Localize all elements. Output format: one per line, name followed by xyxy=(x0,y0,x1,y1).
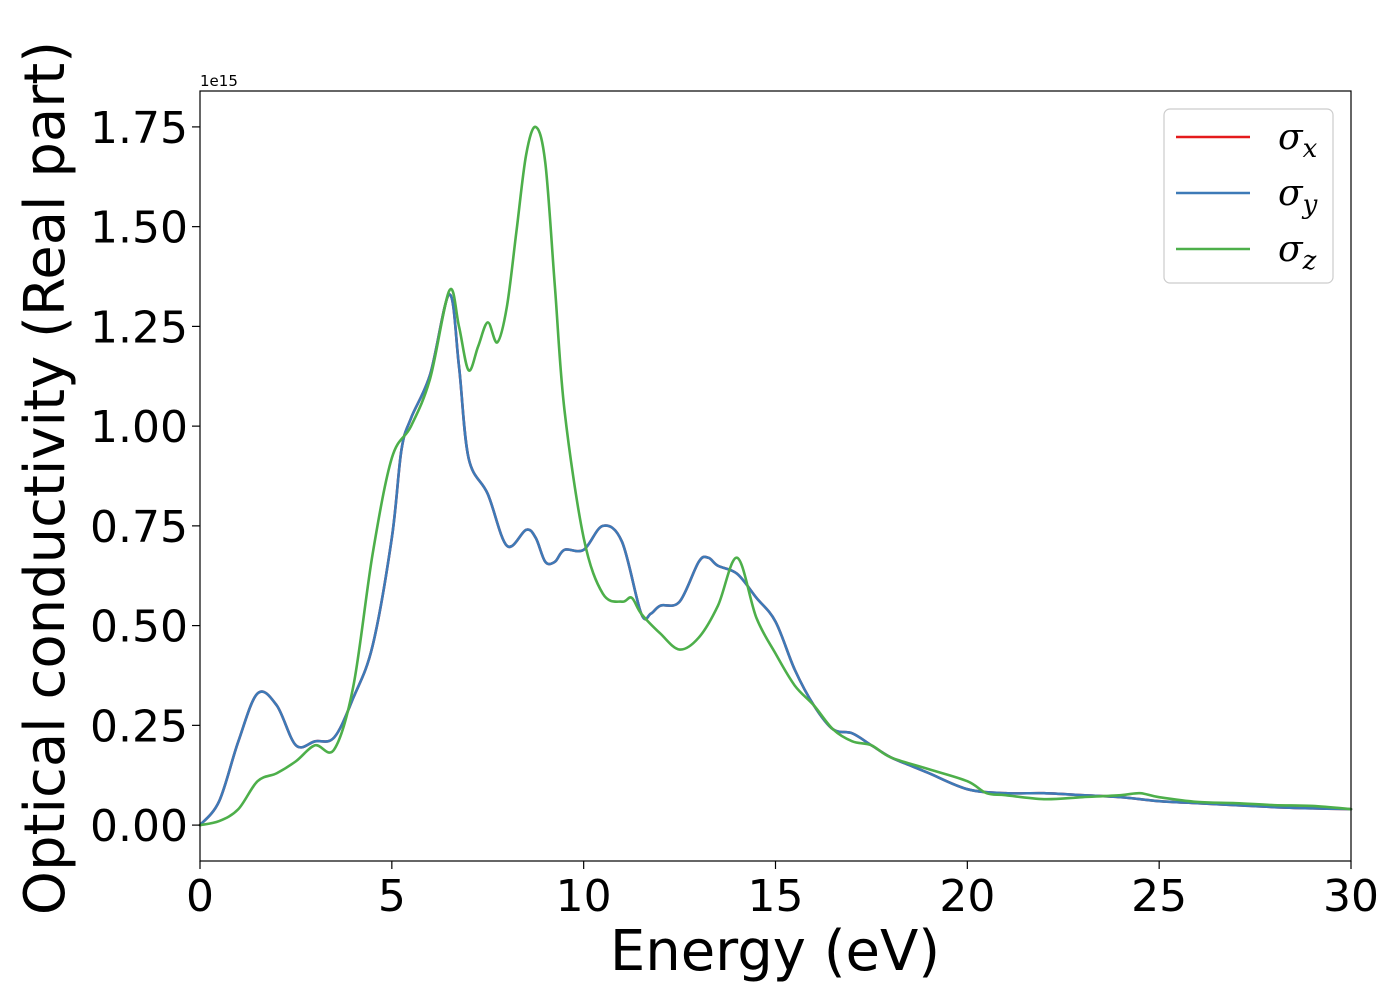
legend-subscript: z xyxy=(1302,246,1317,276)
legend-subscript: y xyxy=(1302,190,1318,220)
x-tick-label: 10 xyxy=(556,871,612,922)
y-tick-label: 1.50 xyxy=(90,203,188,254)
legend-label-y: σy xyxy=(1278,173,1318,220)
legend-subscript: x xyxy=(1303,134,1318,164)
legend-symbol: σ xyxy=(1278,173,1304,214)
y-tick-label: 0.25 xyxy=(90,701,188,752)
legend-symbol: σ xyxy=(1278,229,1304,270)
y-axis-label: Optical conductivity (Real part) xyxy=(13,41,78,915)
x-tick-label: 15 xyxy=(748,871,804,922)
y-tick-label: 0.75 xyxy=(90,502,188,553)
legend-label-z: σz xyxy=(1278,229,1317,276)
y-tick-label: 0.00 xyxy=(90,801,188,852)
y-tick-label: 1.75 xyxy=(90,103,188,154)
legend-label-x: σx xyxy=(1278,117,1318,164)
y-tick-label: 1.25 xyxy=(90,302,188,353)
series-line-z xyxy=(198,125,1353,827)
x-tick-label: 0 xyxy=(186,871,214,922)
x-tick-label: 30 xyxy=(1323,871,1379,922)
x-tick-label: 25 xyxy=(1131,871,1187,922)
legend-symbol: σ xyxy=(1278,117,1304,158)
y-tick-label: 0.50 xyxy=(90,602,188,653)
y-axis-ticks: 0.00 0.25 0.50 0.75 1.00 1.25 1.50 1.75 xyxy=(90,103,200,852)
x-axis-ticks: 0 5 10 15 20 25 30 xyxy=(186,861,1379,922)
y-offset-text: 1e15 xyxy=(200,72,238,90)
series-lines xyxy=(198,125,1353,827)
x-tick-label: 20 xyxy=(939,871,995,922)
x-tick-label: 5 xyxy=(378,871,406,922)
x-axis-label: Energy (eV) xyxy=(610,919,940,984)
y-tick-label: 1.00 xyxy=(90,402,188,453)
legend-box xyxy=(1163,108,1334,284)
